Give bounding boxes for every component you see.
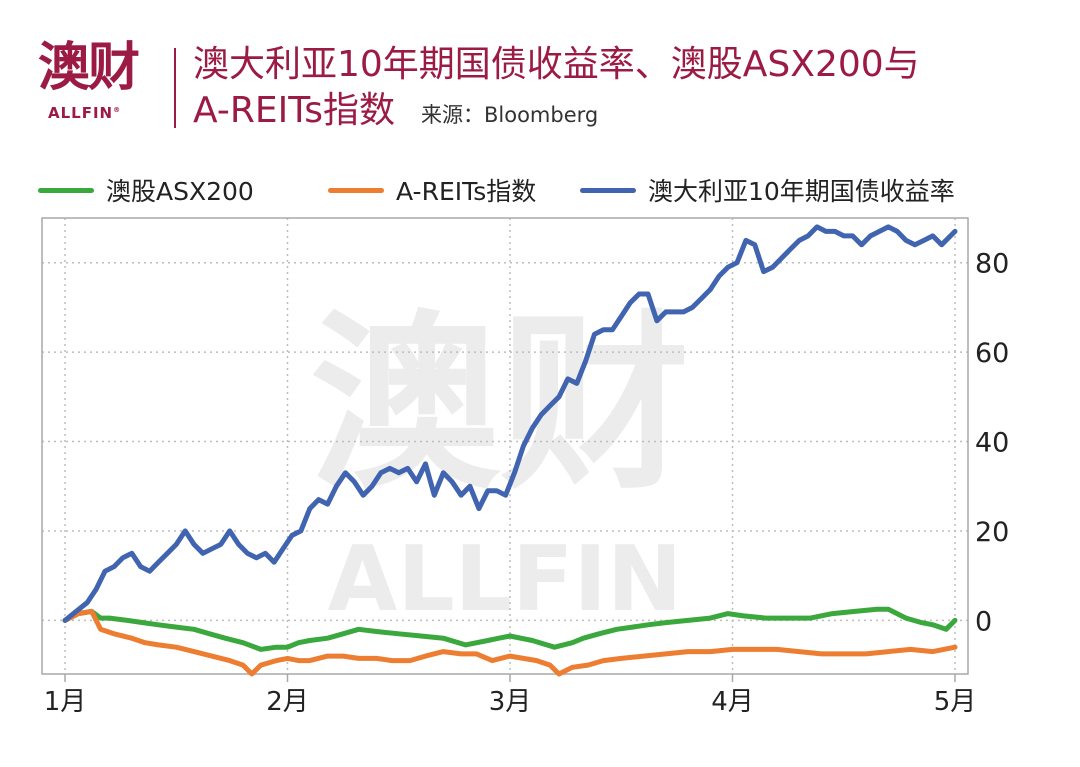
legend-swatch-asx200 bbox=[38, 187, 94, 193]
watermark-english: ALLFIN bbox=[328, 527, 683, 632]
x-tick-label: 2月 bbox=[266, 687, 309, 717]
plot-area-border bbox=[41, 217, 969, 675]
legend-label-bond-yield: 澳大利亚10年期国债收益率 bbox=[648, 177, 955, 206]
chart-legend: 澳股ASX200 A-REITs指数 澳大利亚10年期国债收益率 bbox=[38, 170, 1038, 210]
series-lines bbox=[62, 224, 958, 677]
header-divider bbox=[174, 48, 176, 128]
title-line-2: A-REITs指数 来源：Bloomberg bbox=[193, 88, 1053, 138]
legend-item-asx200: 澳股ASX200 bbox=[38, 170, 254, 210]
legend-item-bond-yield: 澳大利亚10年期国债收益率 bbox=[580, 170, 955, 210]
y-tick-label: 80 bbox=[975, 249, 1009, 280]
logo-english-text: ALLFIN® bbox=[48, 104, 121, 122]
bond-yield-line bbox=[62, 224, 958, 623]
chart-header: 澳财 ALLFIN® 澳大利亚10年期国债收益率、澳股ASX200与 A-REI… bbox=[0, 0, 1080, 150]
x-tick-label: 1月 bbox=[44, 687, 87, 717]
title-line-2-text: A-REITs指数 bbox=[193, 90, 395, 131]
y-tick-label: 20 bbox=[975, 517, 1009, 548]
logo-english-word: ALLFIN bbox=[48, 104, 114, 122]
areits-line bbox=[62, 608, 958, 677]
source-note: 来源：Bloomberg bbox=[421, 103, 599, 127]
axis-labels: 0 20 40 60 80 1月 2月 3月 4月 5月 bbox=[44, 249, 1010, 717]
logo-chinese-text: 澳财 bbox=[38, 38, 140, 98]
y-tick-label: 60 bbox=[975, 338, 1009, 369]
x-tick-label: 5月 bbox=[934, 687, 977, 717]
grid-lines bbox=[42, 218, 968, 674]
x-tick-label: 4月 bbox=[711, 687, 754, 717]
y-tick-label: 40 bbox=[975, 428, 1009, 459]
legend-label-asx200: 澳股ASX200 bbox=[106, 177, 254, 206]
legend-label-areits: A-REITs指数 bbox=[396, 177, 537, 206]
legend-swatch-areits bbox=[328, 187, 384, 193]
watermark-chinese: 澳财 bbox=[310, 294, 690, 515]
asx200-line bbox=[62, 606, 958, 652]
x-tick-label: 3月 bbox=[489, 687, 532, 717]
title-line-1: 澳大利亚10年期国债收益率、澳股ASX200与 bbox=[193, 44, 920, 85]
y-tick-label: 0 bbox=[975, 606, 992, 637]
chart-title: 澳大利亚10年期国债收益率、澳股ASX200与 A-REITs指数 来源：Bloo… bbox=[193, 42, 1053, 138]
legend-item-areits: A-REITs指数 bbox=[328, 170, 536, 210]
allfin-logo: 澳财 ALLFIN® bbox=[38, 38, 163, 130]
registered-mark: ® bbox=[113, 106, 122, 114]
legend-swatch-bond-yield bbox=[580, 187, 636, 193]
